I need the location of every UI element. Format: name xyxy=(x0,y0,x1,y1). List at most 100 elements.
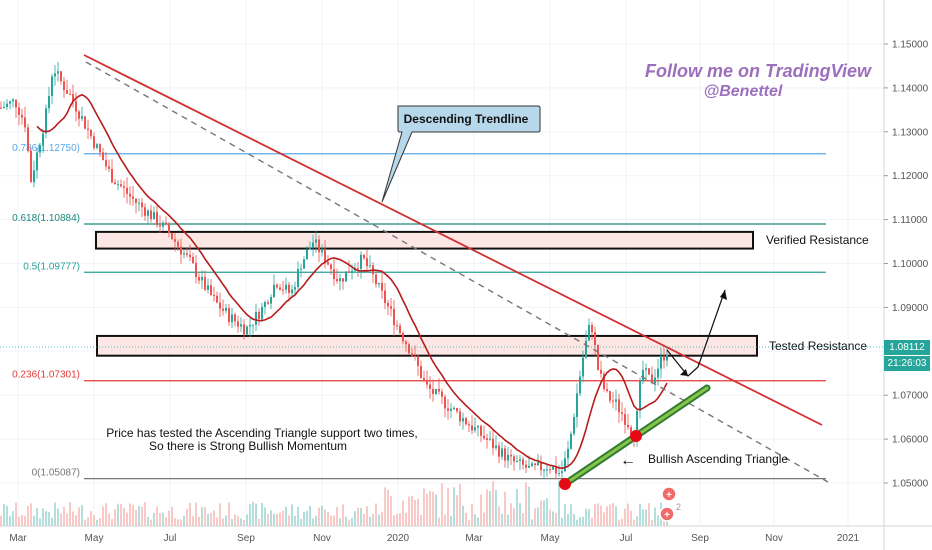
volume-bar xyxy=(198,517,200,526)
volume-bar xyxy=(195,502,197,526)
volume-bar xyxy=(60,513,62,526)
candle-body xyxy=(9,101,11,104)
candle-body xyxy=(45,108,47,134)
volume-bar xyxy=(591,517,593,526)
volume-bar xyxy=(342,504,344,526)
candle-body xyxy=(291,289,293,293)
candle-body xyxy=(30,150,32,183)
volume-bar xyxy=(237,516,239,526)
volume-bar xyxy=(75,515,77,526)
resistance-zone[interactable] xyxy=(96,334,758,357)
volume-bar xyxy=(216,517,218,526)
candle-body xyxy=(162,222,164,227)
volume-bar xyxy=(147,516,149,526)
volume-bar xyxy=(564,504,566,526)
candle-body xyxy=(123,186,125,188)
price-axis[interactable]: 1.15000 1.14000 1.13000 1.12000 1.11000 1.100… xyxy=(884,40,929,490)
volume-bar xyxy=(594,504,596,526)
support-touch-point xyxy=(630,430,642,442)
candle-body xyxy=(621,412,623,415)
volume-bar xyxy=(252,502,254,526)
volume-bar xyxy=(480,494,482,526)
candle-body xyxy=(189,254,191,258)
volume-bar xyxy=(360,508,362,526)
time-tick-label: Nov xyxy=(313,533,331,544)
candle-body xyxy=(576,393,578,418)
volume-bar xyxy=(336,506,338,526)
event-icons[interactable]: + + 2 xyxy=(659,486,681,522)
candle-body xyxy=(273,284,275,298)
candle-body xyxy=(348,271,350,273)
volume-bar xyxy=(90,511,92,526)
volume-bar xyxy=(213,510,215,526)
event-icon[interactable] xyxy=(661,486,677,502)
volume-bar xyxy=(282,510,284,526)
candle-body xyxy=(174,239,176,242)
candle-body xyxy=(381,282,383,291)
candle-body xyxy=(396,325,398,327)
candle-body xyxy=(33,170,35,183)
candle-body xyxy=(252,324,254,326)
candle-body xyxy=(51,76,53,97)
volume-bar xyxy=(96,519,98,526)
volume-bar xyxy=(234,514,236,526)
candle-body xyxy=(312,242,314,248)
volume-bar xyxy=(192,516,194,526)
volume-bar xyxy=(324,509,326,526)
fib-level-label: 0.618(1.10884) xyxy=(12,213,80,224)
candle-body xyxy=(570,433,572,449)
volume-bar xyxy=(612,503,614,526)
candle-body xyxy=(315,239,317,243)
volume-bar xyxy=(120,503,122,526)
price-tick-label: 1.14000 xyxy=(892,83,929,94)
volume-bar xyxy=(450,516,452,526)
volume-bar xyxy=(54,502,56,526)
volume-bar xyxy=(261,502,263,526)
volume-bar xyxy=(657,515,659,526)
candle-body xyxy=(384,290,386,304)
candle-body xyxy=(408,344,410,354)
volume-bar xyxy=(300,518,302,526)
volume-bar xyxy=(618,519,620,526)
candle-body xyxy=(114,182,116,185)
volume-bar xyxy=(441,483,443,526)
time-axis[interactable]: Mar May Jul Sep Nov 2020 Mar May Jul Sep Nov 2021 xyxy=(9,533,859,544)
candle-body xyxy=(210,285,212,295)
candle-body xyxy=(510,454,512,457)
volume-bar xyxy=(18,516,20,526)
candle-body xyxy=(258,311,260,319)
volume-bar xyxy=(153,512,155,526)
candle-body xyxy=(612,400,614,402)
candle-body xyxy=(432,388,434,394)
candle-body xyxy=(528,465,530,468)
candle-body xyxy=(219,302,221,309)
candle-body xyxy=(387,303,389,307)
resistance-zone[interactable] xyxy=(95,230,754,250)
candle-body xyxy=(261,306,263,319)
volume-bar xyxy=(402,500,404,526)
candle-body xyxy=(183,253,185,255)
volume-bar xyxy=(432,491,434,526)
volume-bar xyxy=(321,505,323,526)
candle-body xyxy=(645,368,647,370)
candle-body xyxy=(519,459,521,461)
event-icon[interactable] xyxy=(659,506,675,522)
volume-bar xyxy=(588,509,590,526)
candle-body xyxy=(456,407,458,412)
volume-bar xyxy=(381,511,383,526)
volume-bar xyxy=(504,491,506,526)
candle-body xyxy=(108,166,110,169)
volume-bar xyxy=(171,506,173,526)
volume-bar xyxy=(642,509,644,526)
volume-bar xyxy=(537,507,539,526)
volume-bar xyxy=(639,503,641,526)
volume-bar xyxy=(408,496,410,526)
volume-bar xyxy=(183,515,185,526)
candle-body xyxy=(321,248,323,253)
volume-bar xyxy=(27,506,29,526)
candle-body xyxy=(327,262,329,265)
volume-bar xyxy=(498,506,500,526)
volume-bar xyxy=(396,514,398,526)
candle-body xyxy=(6,103,8,107)
